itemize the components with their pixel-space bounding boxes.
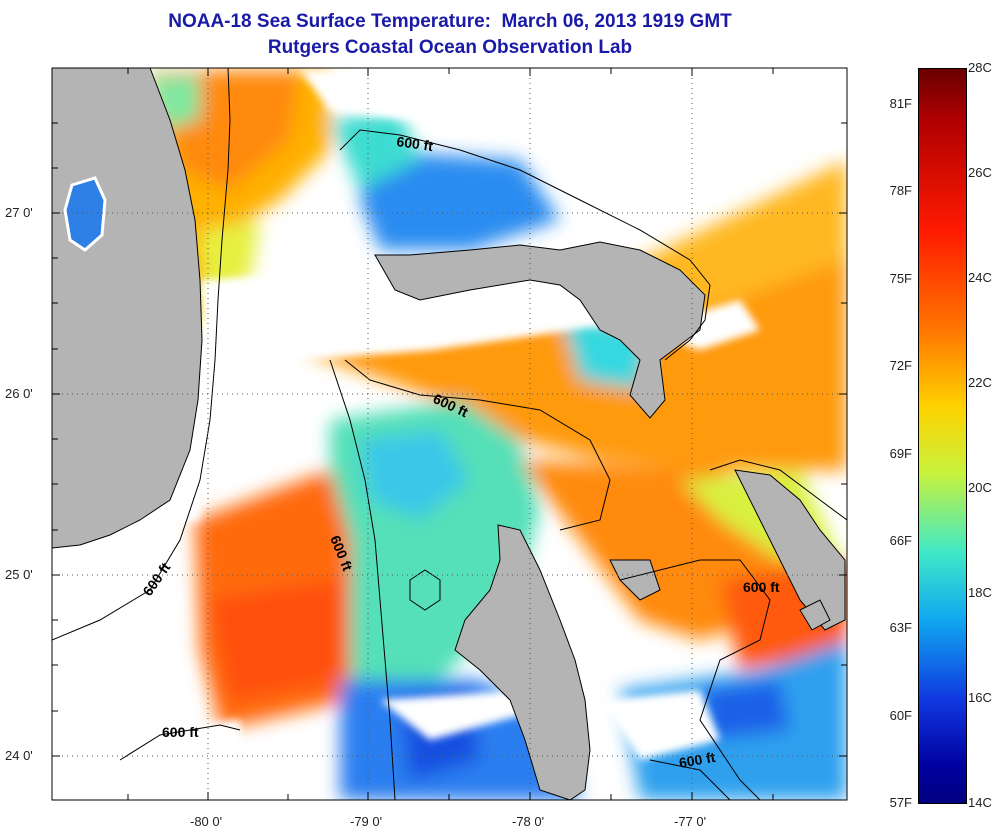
colorbar-c-label: 24C <box>968 270 992 285</box>
colorbar-c-label: 28C <box>968 60 992 75</box>
contour-grand-bahama <box>339 129 711 361</box>
lat-label: 24 0' <box>5 748 33 763</box>
depth-contours <box>52 68 847 800</box>
colorbar-f-label: 69F <box>889 446 912 461</box>
lon-label: -77 0' <box>674 814 707 829</box>
colorbar-f-label: 63F <box>889 620 912 635</box>
small-cay-land <box>799 599 831 631</box>
contour-tongue <box>619 559 771 800</box>
map-subtitle: Rutgers Coastal Ocean Observation Lab <box>267 37 633 58</box>
lat-label: 26 0' <box>5 386 33 401</box>
temperature-colorbar <box>918 68 967 804</box>
grand-bahama-land <box>374 241 706 419</box>
contour-label: 600 ft <box>162 724 199 740</box>
andros-land <box>454 524 591 800</box>
colorbar-c-label: 22C <box>968 375 992 390</box>
contour-label: 600 ft <box>678 749 717 771</box>
colorbar-c-label: 14C <box>968 795 992 810</box>
lat-label: 27 0' <box>5 205 33 220</box>
colorbar-c-label: 18C <box>968 585 992 600</box>
eleuthera-land <box>734 469 846 631</box>
contour-label: 600 ft <box>396 133 435 154</box>
colorbar-c-label: 16C <box>968 690 992 705</box>
contour-florida <box>52 68 231 641</box>
colorbar-c-label: 20C <box>968 480 992 495</box>
contour-ring <box>409 569 441 611</box>
land <box>52 68 846 800</box>
colorbar-f-label: 81F <box>889 96 912 111</box>
lon-label: -78 0' <box>512 814 545 829</box>
colorbar-c-label: 26C <box>968 165 992 180</box>
exuma-land <box>609 559 661 601</box>
colorbar-f-label: 72F <box>889 358 912 373</box>
colorbar-f-label: 60F <box>889 708 912 723</box>
lat-label: 25 0' <box>5 567 33 582</box>
lake-okeechobee <box>63 176 107 252</box>
contour-south <box>649 759 731 800</box>
axis-ticks <box>52 68 847 800</box>
colorbar-f-label: 57F <box>889 795 912 810</box>
contour-northwest-channel <box>344 359 611 531</box>
colorbar-f-label: 66F <box>889 533 912 548</box>
colorbar-f-label: 78F <box>889 183 912 198</box>
lon-label: -79 0' <box>350 814 383 829</box>
contour-south-west <box>119 724 241 761</box>
map-title: NOAA-18 Sea Surface Temperature: March 0… <box>168 11 732 32</box>
contour-east <box>709 459 847 521</box>
colorbar-f-label: 75F <box>889 271 912 286</box>
graticule <box>52 68 847 800</box>
contour-west-bank <box>329 359 396 800</box>
contour-label: 600 ft <box>743 579 780 595</box>
lon-label: -80 0' <box>190 814 223 829</box>
